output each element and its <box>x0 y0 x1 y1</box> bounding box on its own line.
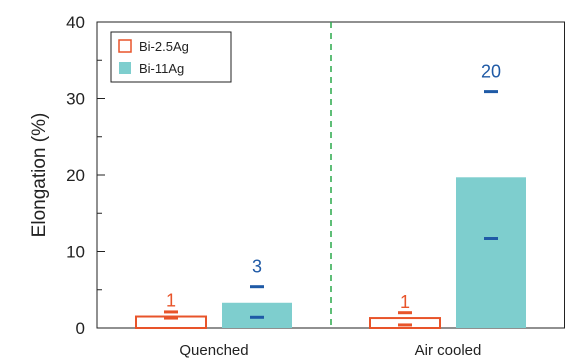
y-tick-label: 0 <box>76 319 85 338</box>
bar-value-label: 20 <box>481 62 501 82</box>
y-tick-label: 40 <box>66 13 85 32</box>
bar-Bi-2.5Ag-Air cooled <box>369 317 441 329</box>
legend-label: Bi-2.5Ag <box>139 39 189 54</box>
bar-value-label: 1 <box>166 291 176 311</box>
y-tick-label: 20 <box>66 166 85 185</box>
bar-Bi-2.5Ag-Quenched <box>135 315 207 329</box>
bar-Bi-11Ag-Quenched <box>222 302 292 328</box>
bar-value-label: 3 <box>252 257 262 277</box>
bar-Bi-11Ag-Air cooled <box>456 177 526 328</box>
y-tick-label: 30 <box>66 90 85 109</box>
y-tick-label: 10 <box>66 243 85 262</box>
y-axis-title: Elongation (%) <box>29 113 50 238</box>
x-category-label: Quenched <box>179 342 248 358</box>
legend-swatch <box>118 39 132 53</box>
x-category-label: Air cooled <box>415 342 482 358</box>
plot-area: 0 10 20 30 40 Quenched 1 3 Air cooled 1 20 <box>66 13 565 358</box>
legend-label: Bi-11Ag <box>139 61 184 76</box>
legend: Bi-2.5Ag Bi-11Ag <box>110 31 232 83</box>
legend-swatch <box>119 62 131 74</box>
bar-value-label: 1 <box>400 292 410 312</box>
